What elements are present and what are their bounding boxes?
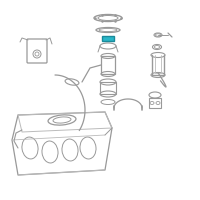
Bar bbox=[100, 82, 116, 94]
Bar bbox=[102, 36, 114, 41]
Bar bbox=[149, 98, 161, 108]
Bar bbox=[101, 56, 115, 74]
